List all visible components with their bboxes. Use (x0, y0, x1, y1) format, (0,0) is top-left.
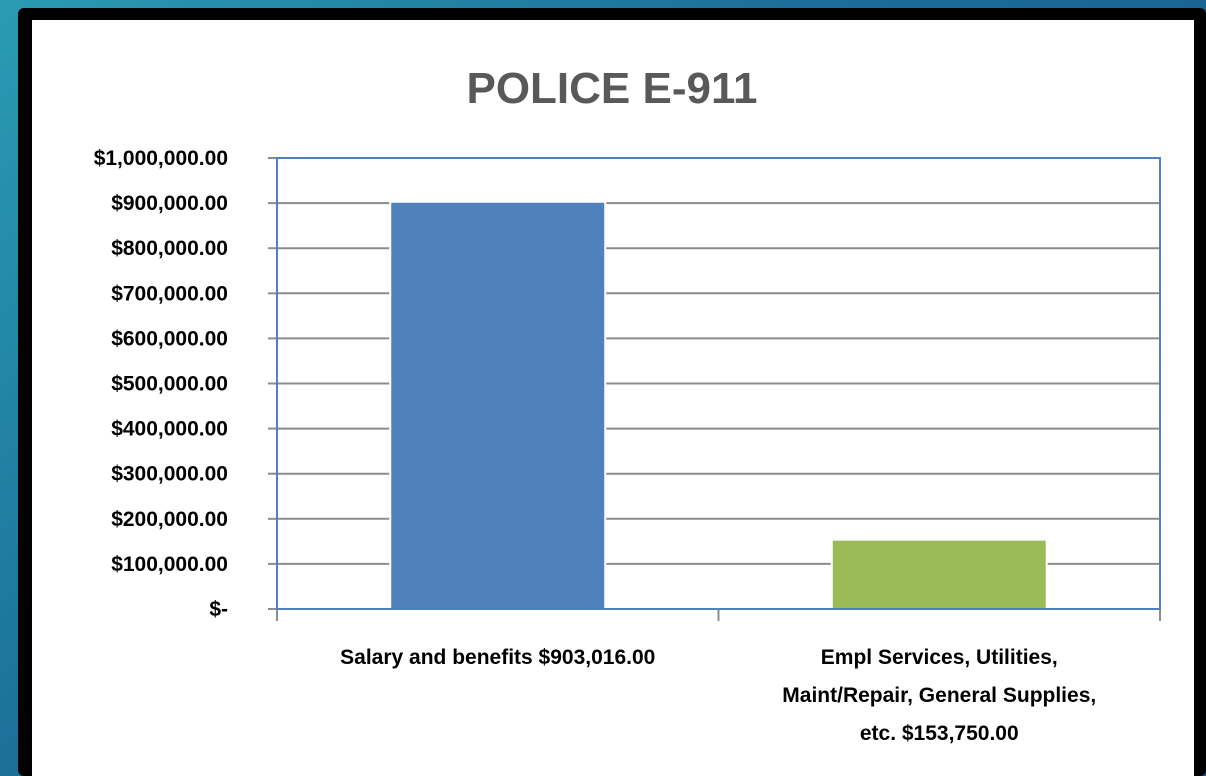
bars (389, 200, 1048, 610)
chart-panel (32, 20, 1194, 776)
y-tick-label: $500,000.00 (111, 373, 228, 396)
bar (830, 538, 1048, 610)
y-tick-label: $100,000.00 (111, 553, 228, 576)
y-axis: $- $100,000.00 $200,000.00 $300,000.00 $400,… (94, 147, 277, 621)
y-tick-label: $- (209, 598, 228, 621)
x-tick-label: Salary and benefits $903,016.00 (340, 646, 655, 669)
y-tick-label: $800,000.00 (111, 237, 228, 260)
y-tick-label: $200,000.00 (111, 508, 228, 531)
y-tick-label: $400,000.00 (111, 418, 228, 441)
plot-area-border (276, 157, 1161, 610)
y-tick-label: $900,000.00 (111, 192, 228, 215)
y-tick-label: $300,000.00 (111, 463, 228, 486)
y-tick-label: $700,000.00 (111, 282, 228, 305)
x-tick-label: Empl Services, Utilities, Maint/Repair, G… (782, 646, 1096, 745)
x-axis: Salary and benefits $903,016.00 Empl Serv… (276, 608, 1161, 745)
y-tick-label: $1,000,000.00 (94, 147, 228, 170)
bar (389, 200, 607, 610)
chart-title: POLICE E-911 (466, 64, 757, 113)
y-tick-label: $600,000.00 (111, 327, 228, 350)
